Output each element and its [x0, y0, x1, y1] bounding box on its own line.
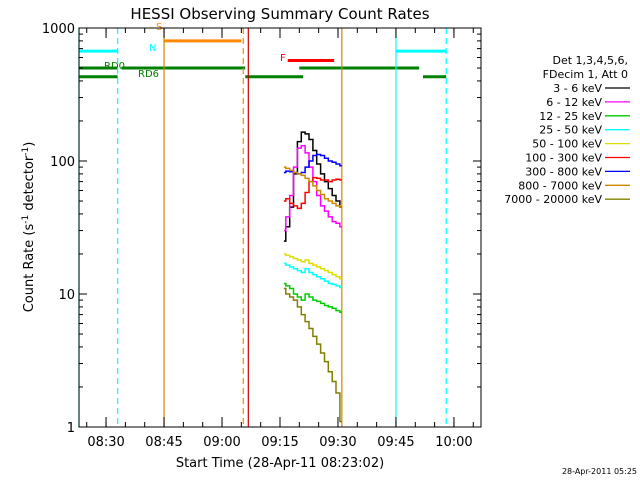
- chart-title: HESSI Observing Summary Count Rates: [130, 5, 429, 23]
- legend-entry-label: 800 - 7000 keV: [518, 179, 602, 192]
- x-axis-ticks: 08:30 08:45 09:00 09:15 09:30 09:45 10:00: [86, 28, 474, 450]
- legend-entry-label: 300 - 800 keV: [525, 165, 602, 178]
- legend-entry-label: 6 - 12 keV: [546, 96, 602, 109]
- legend-entry-label: 3 - 6 keV: [553, 82, 602, 95]
- flag-label-n: N: [149, 43, 156, 54]
- vertical-markers: [78, 28, 447, 427]
- y-tick-label: 1: [67, 421, 75, 436]
- legend-entry-label: 12 - 25 keV: [539, 110, 602, 123]
- x-tick-label: 08:45: [145, 435, 182, 450]
- legend-entry-label: 50 - 100 keV: [532, 138, 602, 151]
- y-axis-ticks: 1 10 100 1000: [42, 22, 481, 436]
- y-axis-label-sup2: -1: [21, 147, 31, 156]
- x-tick-label: 09:45: [377, 435, 414, 450]
- y-axis-label-sup1: -1: [21, 215, 31, 224]
- x-tick-label: 09:30: [319, 435, 356, 450]
- series-line: [283, 253, 342, 280]
- series-line: [283, 145, 342, 232]
- x-tick-label: 08:30: [87, 435, 124, 450]
- flag-label-rd0: RD0: [104, 61, 125, 72]
- legend-header-1: Det 1,3,4,5,6,: [552, 54, 628, 67]
- y-tick-label: 1000: [42, 22, 75, 37]
- legend-header-2: FDecim 1, Att 0: [543, 68, 628, 81]
- y-tick-label: 10: [58, 288, 75, 303]
- series-line: [283, 166, 342, 208]
- flag-label-rd6: RD6: [138, 69, 159, 80]
- y-axis-label: Count Rate (s-1 detector-1): [21, 142, 37, 313]
- legend: Det 1,3,4,5,6, FDecim 1, Att 0 3 - 6 keV…: [504, 54, 630, 206]
- flag-label-f: F: [280, 53, 286, 64]
- legend-entry-label: 7000 - 20000 keV: [504, 193, 602, 206]
- legend-entry-label: 100 - 300 keV: [525, 152, 602, 165]
- series-line: [283, 262, 342, 289]
- y-axis-label-part1: Count Rate (s: [22, 224, 37, 313]
- x-tick-label: 09:00: [203, 435, 240, 450]
- x-axis-label: Start Time (28-Apr-11 08:23:02): [176, 456, 384, 471]
- series-lines: [283, 131, 342, 423]
- footer-timestamp: 28-Apr-2011 05:25: [562, 467, 637, 476]
- series-line: [283, 287, 342, 423]
- plot-frame: [78, 27, 482, 428]
- y-tick-label: 100: [50, 155, 75, 170]
- y-axis-label-part3: ): [22, 142, 37, 147]
- x-tick-label: 10:00: [435, 435, 472, 450]
- y-axis-label-part2: detector: [22, 155, 37, 215]
- legend-entry-label: 25 - 50 keV: [539, 124, 602, 137]
- x-tick-label: 09:15: [261, 435, 298, 450]
- series-line: [283, 282, 342, 313]
